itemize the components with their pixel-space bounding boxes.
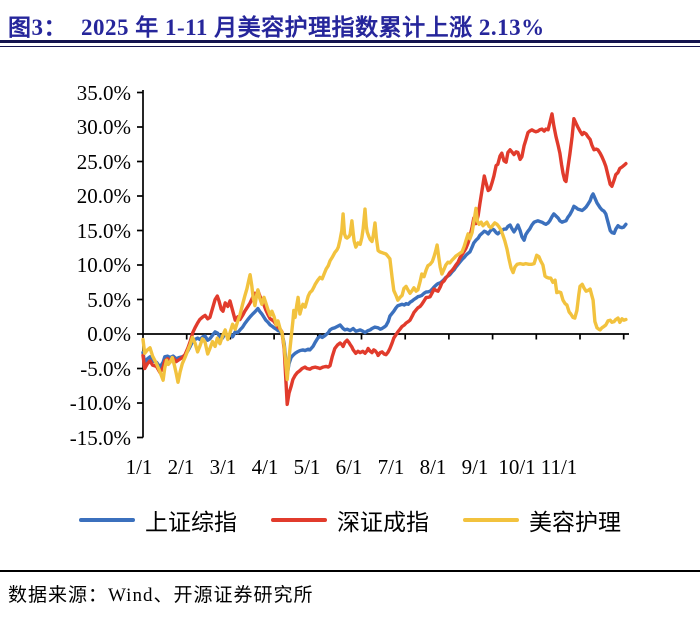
x-axis-tick-label: 11/1 — [540, 455, 578, 479]
x-axis-tick-label: 6/1 — [335, 455, 363, 479]
y-axis-tick-label: 25.0% — [76, 149, 131, 174]
legend-label: 美容护理 — [529, 510, 621, 535]
figure-number: 图3： — [8, 15, 67, 40]
title-divider-rule — [0, 40, 700, 47]
figure-title: 图3： 2025 年 1-11 月美容护理指数累计上涨 2.13% — [8, 8, 698, 42]
series-line-yellow — [141, 206, 628, 384]
legend-item-shenzhen-component: 深证成指 — [271, 503, 429, 537]
x-axis-tick-label: 4/1 — [251, 455, 279, 479]
series-line-red — [141, 112, 628, 407]
x-axis-tick-label: 9/1 — [461, 455, 489, 479]
y-axis-tick-label: 35.0% — [76, 80, 131, 105]
x-axis-tick-label: 1/1 — [125, 455, 153, 479]
x-axis-tick-label: 5/1 — [293, 455, 321, 479]
y-axis-tick-label: -10.0% — [69, 391, 131, 415]
red-line-swatch — [271, 518, 327, 522]
yellow-line-swatch — [463, 518, 519, 522]
x-axis-tick-label: 3/1 — [209, 455, 237, 479]
y-axis-tick-label: 0.0% — [87, 322, 131, 346]
y-axis-tick-label: -5.0% — [80, 356, 131, 381]
x-axis-tick-label: 2/1 — [167, 455, 195, 479]
source-divider-rule — [0, 570, 700, 572]
y-axis-tick-label: 20.0% — [76, 184, 131, 208]
y-axis-tick-label: 30.0% — [76, 115, 131, 139]
source-note: 数据来源：Wind、开源证券研究所 — [8, 585, 314, 606]
x-axis-tick-label: 7/1 — [377, 455, 405, 479]
x-axis-tick-label: 8/1 — [419, 455, 447, 479]
legend-label: 上证综指 — [145, 510, 237, 535]
y-axis-tick-label: 15.0% — [76, 218, 131, 243]
x-axis-tick-label: 10/1 — [498, 455, 536, 479]
chart-legend: 上证综指 深证成指 美容护理 — [0, 503, 700, 537]
legend-label: 深证成指 — [337, 510, 429, 535]
y-axis-tick-label: 5.0% — [87, 287, 131, 312]
y-axis-tick-label: -15.0% — [69, 425, 131, 450]
blue-line-swatch — [79, 518, 135, 522]
series-line-blue — [141, 192, 628, 377]
legend-item-shanghai-composite: 上证综指 — [79, 503, 237, 537]
legend-item-beauty-care: 美容护理 — [463, 503, 621, 537]
figure-title-text: 2025 年 1-11 月美容护理指数累计上涨 2.13% — [81, 15, 545, 40]
y-axis-tick-label: 10.0% — [76, 253, 131, 277]
